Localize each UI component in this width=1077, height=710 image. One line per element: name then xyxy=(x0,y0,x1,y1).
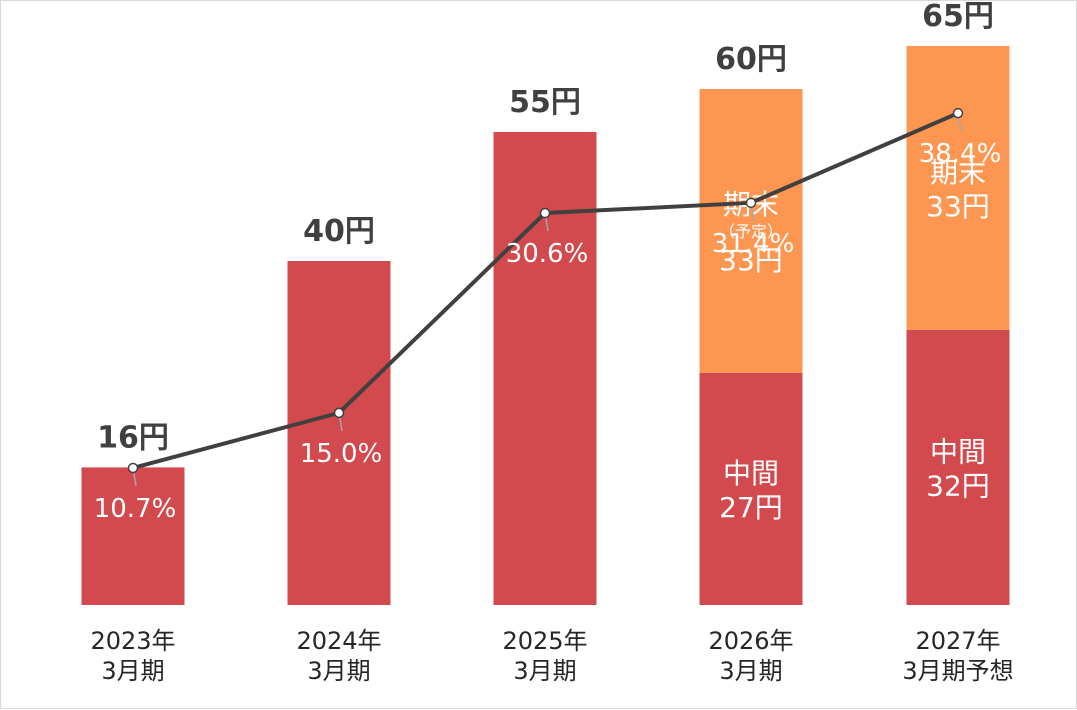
payout-label-4: 38.4% xyxy=(919,139,1002,169)
total-label-2: 55円 xyxy=(509,85,581,120)
bar-segment-0-2 xyxy=(493,132,597,605)
bar-segment-1-4 xyxy=(906,46,1010,330)
segment-label-1-3-2: 33円 xyxy=(719,244,783,277)
bar-segment-0-0 xyxy=(81,467,185,605)
payout-label-1: 15.0% xyxy=(300,439,383,469)
payout-point-2 xyxy=(539,207,551,219)
category-label-3-1: 3月期 xyxy=(719,657,782,685)
total-label-3: 60円 xyxy=(715,42,787,77)
segment-label-0-3-0: 中間 xyxy=(723,457,779,490)
category-label-3-0: 2026年 xyxy=(708,627,793,655)
category-label-2-0: 2025年 xyxy=(502,627,587,655)
segment-label-0-4-0: 中間 xyxy=(930,435,986,468)
category-label-4-1: 3月期予想 xyxy=(902,657,1013,685)
category-label-2-1: 3月期 xyxy=(513,657,576,685)
payout-point-1 xyxy=(333,407,345,419)
segment-label-1-3-1: （予定） xyxy=(719,222,783,241)
bar-segment-0-4 xyxy=(906,329,1010,605)
payout-label-0: 10.7% xyxy=(94,494,177,524)
category-label-0-0: 2023年 xyxy=(90,627,175,655)
payout-label-3: 31.4% xyxy=(712,229,795,259)
segment-label-0-3-1: 27円 xyxy=(719,491,783,524)
segment-label-1-4-1: 33円 xyxy=(926,190,990,223)
category-label-1-0: 2024年 xyxy=(296,627,381,655)
category-label-1-1: 3月期 xyxy=(307,657,370,685)
bar-segment-0-3 xyxy=(699,372,803,605)
total-label-0: 16円 xyxy=(97,420,169,455)
bar-segment-0-1 xyxy=(287,261,391,605)
category-label-4-0: 2027年 xyxy=(915,627,1000,655)
category-labels-layer: 2023年3月期2024年3月期2025年3月期2026年3月期2027年3月期… xyxy=(90,627,1013,685)
payout-labels-layer: 10.7% 15.0% 30.6% 31.4% 38.4% xyxy=(94,139,1002,524)
segment-label-1-4-0: 期末 xyxy=(930,156,986,189)
payout-point-3 xyxy=(745,197,757,209)
bar-segment-1-3 xyxy=(699,89,803,373)
payout-label-2: 30.6% xyxy=(506,239,589,269)
payout-line-layer xyxy=(127,107,964,487)
payout-point-4 xyxy=(952,107,964,119)
payout-point-0 xyxy=(127,462,139,474)
bars-layer xyxy=(81,46,1010,605)
category-label-0-1: 3月期 xyxy=(101,657,164,685)
segment-label-0-4-1: 32円 xyxy=(926,469,990,502)
total-label-1: 40円 xyxy=(303,214,375,249)
total-labels-layer: 16円 40円 55円 60円 65円 xyxy=(97,1,994,455)
total-label-4: 65円 xyxy=(922,1,994,34)
